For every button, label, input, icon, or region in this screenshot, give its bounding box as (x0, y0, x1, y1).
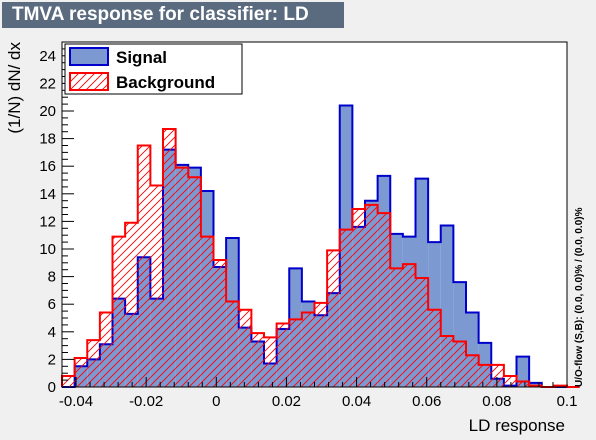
y-axis-label: (1/N) dN/ dx (5, 42, 24, 134)
hist-bar-background-5 (125, 222, 138, 387)
y-tick-label: 14 (39, 186, 56, 203)
hist-bar-background-19 (301, 312, 315, 387)
x-tick-label: 0.02 (272, 393, 301, 410)
hist-bar-background-8 (163, 128, 176, 387)
hist-bar-background-14 (238, 309, 252, 387)
overflow-label: U/O-flow (S,B): (0.0, 0.0)% / (0.0, 0.0)… (574, 207, 585, 387)
y-tick-label: 0 (48, 379, 56, 396)
x-tick-label: 0.06 (412, 393, 441, 410)
y-tick-label: 10 (39, 241, 56, 258)
x-tick-label: -0.04 (59, 393, 93, 410)
hist-bar-background-34 (491, 364, 504, 387)
x-tick-label: 0 (212, 393, 220, 410)
y-tick-label: 16 (39, 158, 56, 175)
hist-bar-background-22 (339, 229, 353, 387)
y-tick-label: 24 (39, 48, 56, 65)
hist-bar-background-9 (175, 167, 189, 387)
y-tick-label: 6 (48, 296, 56, 313)
hist-bar-background-3 (99, 312, 113, 387)
hist-bar-background-25 (377, 213, 391, 387)
hist-bar-background-28 (415, 277, 429, 387)
x-axis: -0.04 -0.02 0 0.02 0.04 0.06 0.08 0.1 (59, 377, 578, 410)
y-tick-label: 12 (39, 213, 56, 230)
hist-bar-background-10 (188, 177, 201, 387)
y-tick-label: 4 (48, 324, 56, 341)
x-tick-label: 0.08 (482, 393, 511, 410)
hist-bar-background-29 (428, 309, 441, 387)
hist-bar-background-7 (150, 185, 163, 387)
hist-bar-background-35 (503, 375, 517, 387)
hist-bar-background-17 (276, 323, 290, 387)
chart-title: TMVA response for classifier: LD (2, 2, 344, 28)
hist-bar-background-4 (112, 236, 126, 387)
y-tick-label: 18 (39, 131, 56, 148)
hist-bar-background-16 (264, 337, 277, 387)
legend: Signal Background (64, 43, 243, 95)
legend-background-label: Background (116, 73, 215, 92)
background-histogram (61, 127, 580, 388)
hist-bar-background-30 (440, 335, 454, 387)
hist-bar-background-6 (137, 145, 151, 387)
hist-bar-background-18 (289, 319, 302, 387)
hist-bar-background-11 (200, 236, 214, 387)
x-tick-label: -0.02 (129, 393, 163, 410)
legend-background-swatch (69, 72, 109, 91)
hist-bar-background-24 (365, 204, 378, 387)
y-tick-label: 2 (48, 351, 56, 368)
hist-outline-background (61, 127, 580, 388)
hist-bar-background-32 (466, 355, 479, 387)
hist-bar-background-12 (213, 260, 227, 387)
y-tick-label: 20 (39, 103, 56, 120)
x-tick-label: 0.1 (557, 393, 578, 410)
hist-bar-background-15 (251, 333, 264, 387)
hist-bar-background-27 (402, 264, 416, 387)
legend-signal-swatch (69, 47, 109, 66)
hist-bar-background-13 (226, 301, 239, 387)
hist-bar-background-31 (453, 341, 466, 387)
x-tick-label: 0.04 (342, 393, 371, 410)
hist-bar-background-26 (390, 268, 403, 387)
hist-bar-background-21 (327, 250, 340, 387)
hist-bar-background-0 (62, 375, 75, 387)
y-tick-label: 8 (48, 269, 56, 286)
hist-bar-background-23 (352, 208, 365, 387)
hist-bar-background-33 (478, 364, 492, 387)
legend-signal-label: Signal (116, 48, 167, 67)
y-tick-label: 22 (39, 75, 56, 92)
hist-bar-background-2 (87, 340, 100, 387)
x-axis-label: LD response (469, 416, 565, 435)
hist-bar-signal-36 (516, 356, 530, 387)
hist-bar-background-1 (74, 358, 88, 387)
hist-bar-background-20 (314, 302, 328, 387)
hist-bar-background-36 (516, 381, 530, 387)
